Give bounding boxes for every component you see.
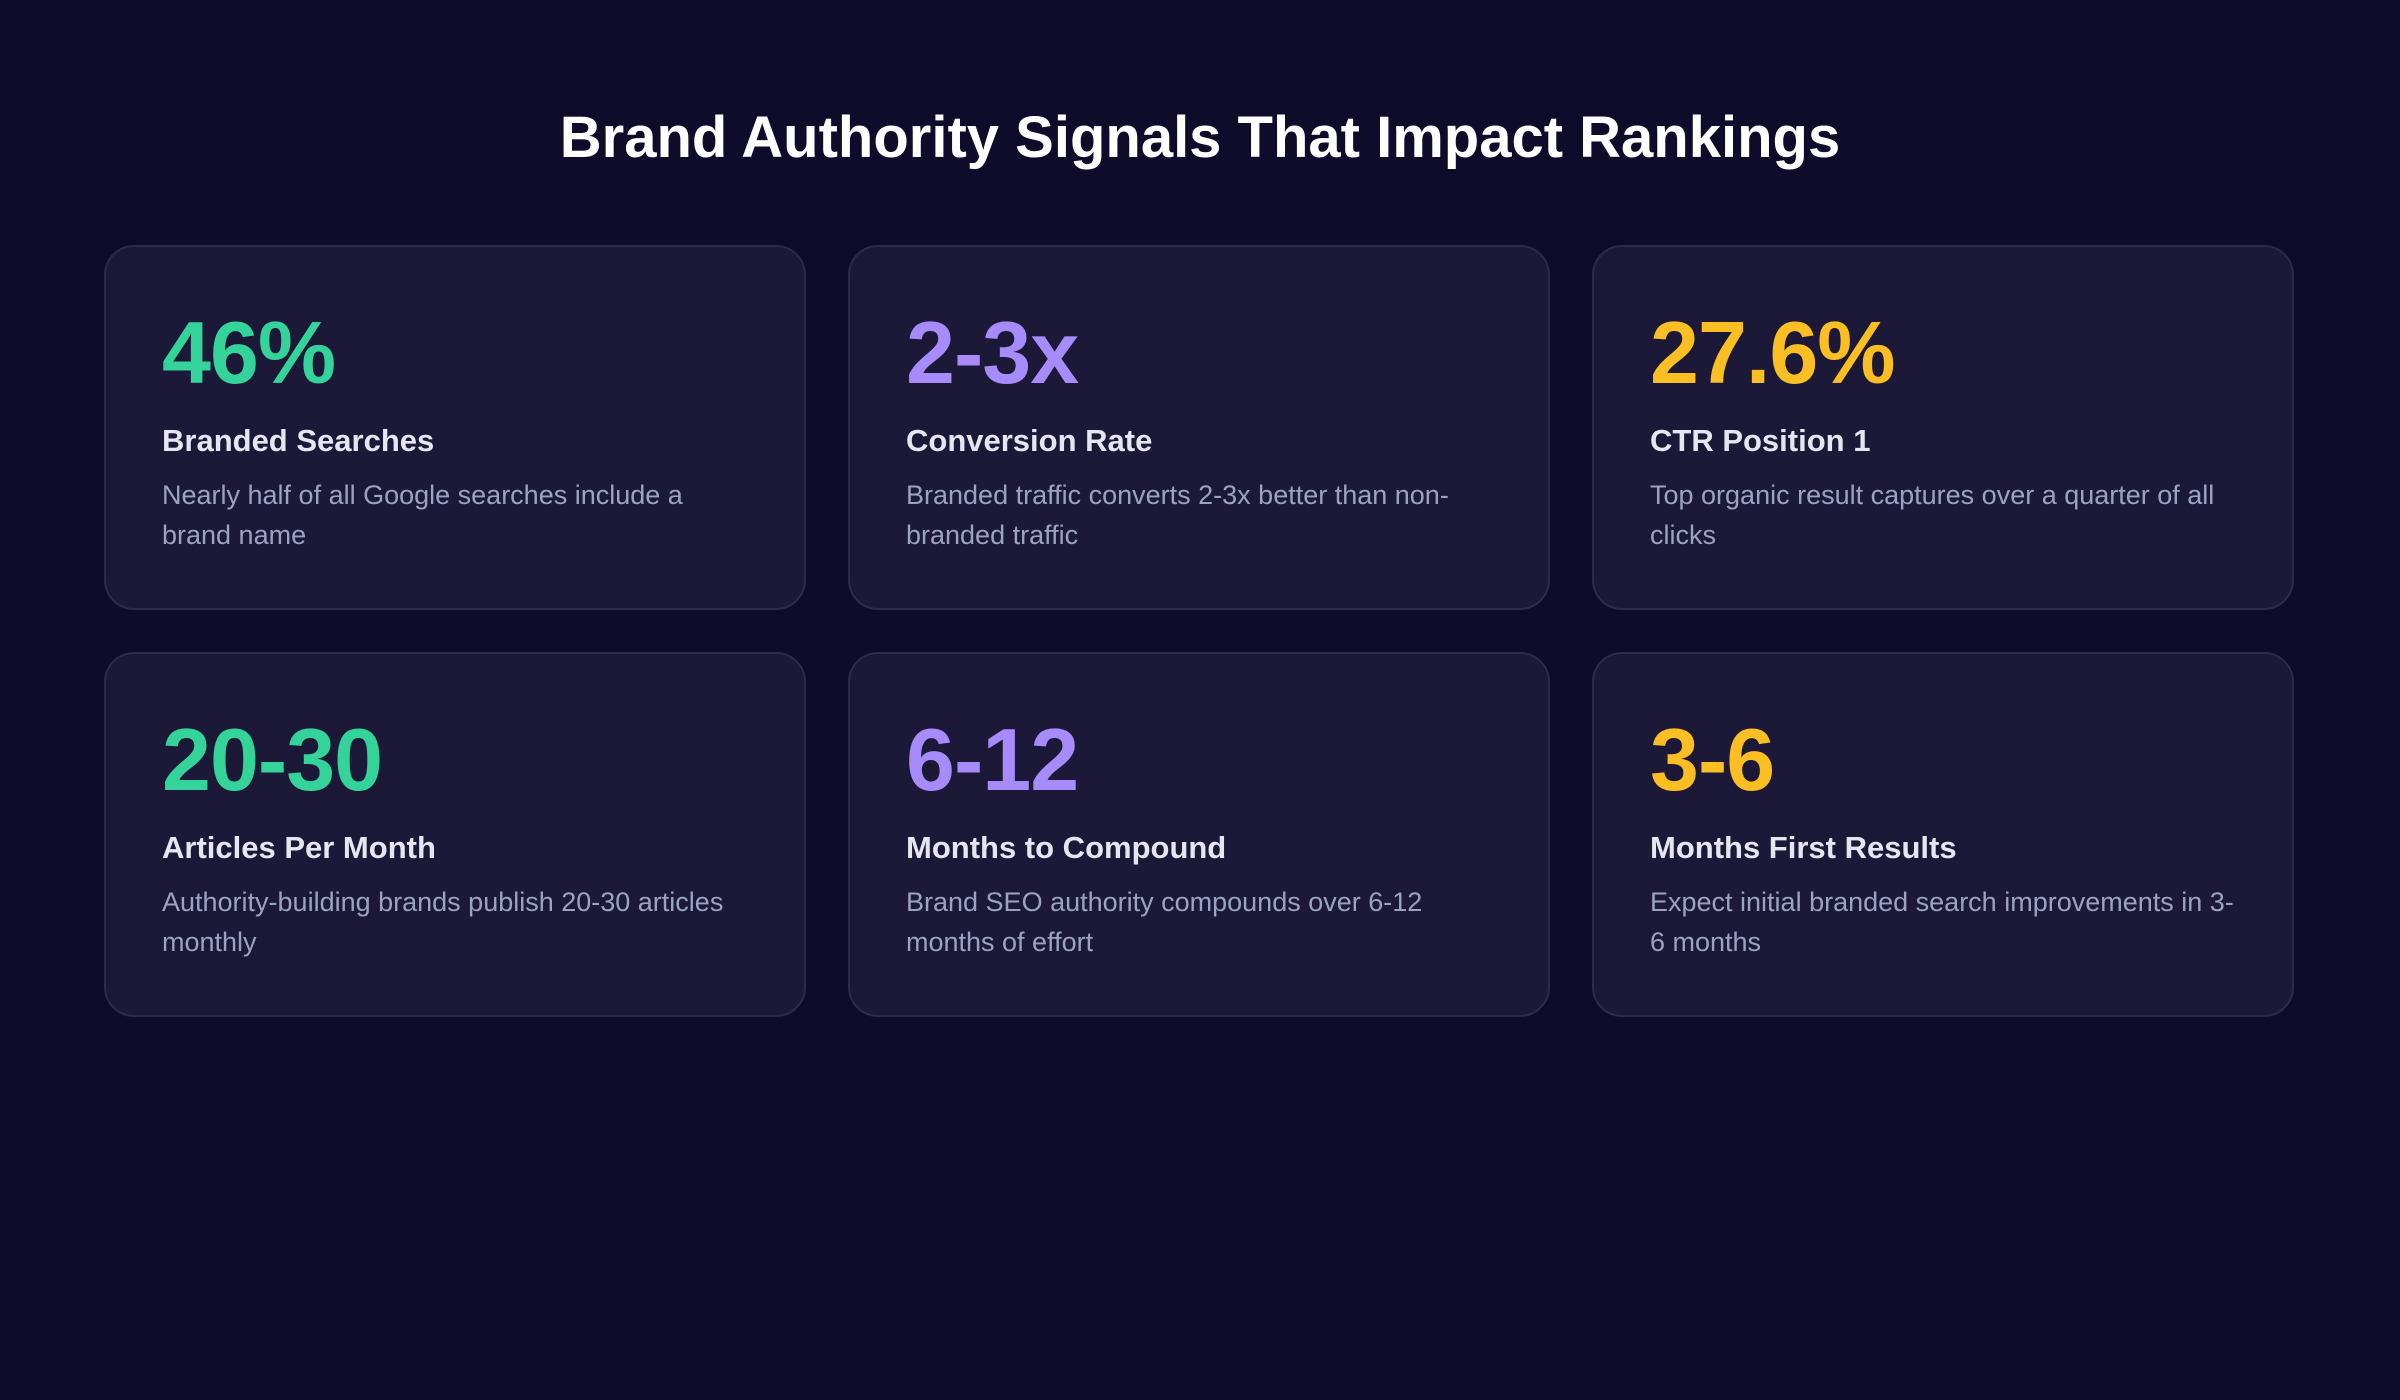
stat-value: 46% [162, 303, 336, 402]
stat-card: 27.6% CTR Position 1 Top organic result ca… [1592, 245, 2294, 610]
stat-description: Expect initial branded search improvemen… [1650, 887, 2234, 957]
stat-card: 3-6 Months First Results Expect initial br… [1592, 652, 2294, 1017]
stat-label: Conversion Rate [906, 423, 1153, 458]
stat-description: Branded traffic converts 2-3x better tha… [906, 480, 1449, 550]
page-title: Brand Authority Signals That Impact Rank… [559, 105, 1841, 170]
stat-label: Articles Per Month [162, 830, 436, 865]
stat-label: Months First Results [1650, 830, 1957, 865]
stat-card: 46% Branded Searches Nearly half of all Go… [104, 245, 806, 610]
stats-grid: 46% Branded Searches Nearly half of all Go… [104, 245, 2294, 1017]
stat-label: Months to Compound [906, 830, 1227, 865]
stat-value: 6-12 [906, 710, 1079, 809]
stat-label: CTR Position 1 [1650, 423, 1871, 458]
stat-description: Top organic result captures over a quart… [1650, 480, 2215, 550]
stat-value: 2-3x [906, 303, 1079, 402]
stat-description: Authority-building brands publish 20-30 … [162, 887, 724, 957]
stat-card: 2-3x Conversion Rate Branded traffic conve… [848, 245, 1550, 610]
stat-description: Nearly half of all Google searches inclu… [162, 480, 683, 550]
stat-card: 6-12 Months to Compound Brand SEO authorit… [848, 652, 1550, 1017]
stat-card: 20-30 Articles Per Month Authority-buildin… [104, 652, 806, 1017]
stat-value: 27.6% [1650, 303, 1896, 402]
stat-value: 3-6 [1650, 710, 1775, 809]
stat-description: Brand SEO authority compounds over 6-12 … [906, 887, 1423, 957]
stat-value: 20-30 [162, 710, 383, 809]
stat-label: Branded Searches [162, 423, 435, 458]
